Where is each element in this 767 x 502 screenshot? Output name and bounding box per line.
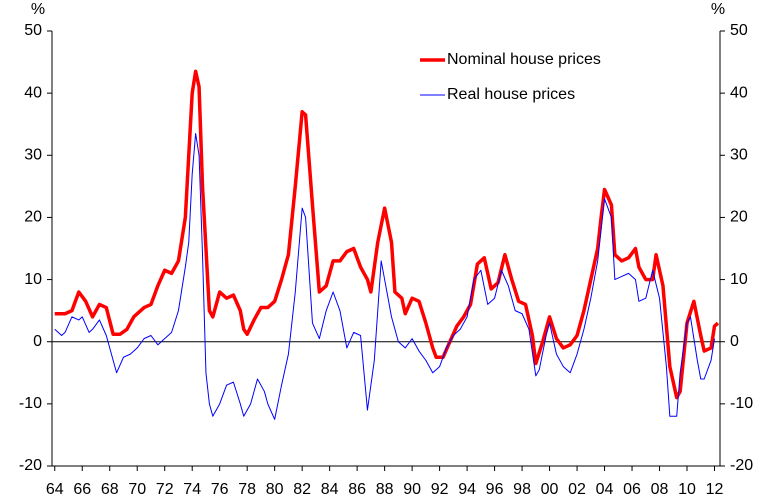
y-tick-label: 20 xyxy=(24,209,42,226)
x-tick-label: 02 xyxy=(568,481,586,498)
x-tick-label: 78 xyxy=(238,481,256,498)
x-tick-label: 64 xyxy=(46,481,64,498)
x-tick-label: 76 xyxy=(211,481,229,498)
x-tick-label: 90 xyxy=(403,481,421,498)
x-tick-label: 06 xyxy=(623,481,641,498)
x-tick-label: 66 xyxy=(73,481,91,498)
y2-tick-label: 50 xyxy=(730,22,748,39)
legend-label: Nominal house prices xyxy=(447,51,601,68)
x-tick-label: 04 xyxy=(596,481,614,498)
x-tick-label: 70 xyxy=(128,481,146,498)
x-tick-label: 96 xyxy=(486,481,504,498)
y-tick-label: -10 xyxy=(19,395,42,412)
x-tick-label: 88 xyxy=(376,481,394,498)
y2-tick-label: 20 xyxy=(730,209,748,226)
x-tick-label: 72 xyxy=(156,481,174,498)
y2-tick-label: 10 xyxy=(730,271,748,288)
legend-label: Real house prices xyxy=(447,86,575,103)
x-tick-label: 84 xyxy=(321,481,339,498)
series-line xyxy=(54,133,715,420)
y-tick-label: 0 xyxy=(33,333,42,350)
y-tick-label: 40 xyxy=(24,84,42,101)
y2-tick-label: -10 xyxy=(730,395,753,412)
x-tick-label: 68 xyxy=(101,481,119,498)
x-tick-label: 08 xyxy=(651,481,669,498)
y2-tick-label: 40 xyxy=(730,84,748,101)
series-line xyxy=(54,69,720,400)
x-tick-label: 98 xyxy=(513,481,531,498)
x-tick-label: 74 xyxy=(183,481,201,498)
x-tick-label: 86 xyxy=(348,481,366,498)
x-tick-label: 94 xyxy=(458,481,476,498)
y2-tick-label: -20 xyxy=(730,457,753,474)
x-tick-label: 12 xyxy=(706,481,724,498)
x-tick-label: 10 xyxy=(678,481,696,498)
x-tick-label: 00 xyxy=(541,481,559,498)
y2-tick-label: 30 xyxy=(730,147,748,164)
x-tick-label: 80 xyxy=(266,481,284,498)
x-tick-label: 82 xyxy=(293,481,311,498)
y2-tick-label: 0 xyxy=(730,333,739,350)
x-tick-label: 92 xyxy=(431,481,449,498)
y-tick-label: 10 xyxy=(24,271,42,288)
y-unit: % xyxy=(31,1,45,18)
y-tick-label: -20 xyxy=(19,457,42,474)
y2-unit: % xyxy=(711,1,725,18)
y-tick-label: 50 xyxy=(24,22,42,39)
y-tick-label: 30 xyxy=(24,147,42,164)
